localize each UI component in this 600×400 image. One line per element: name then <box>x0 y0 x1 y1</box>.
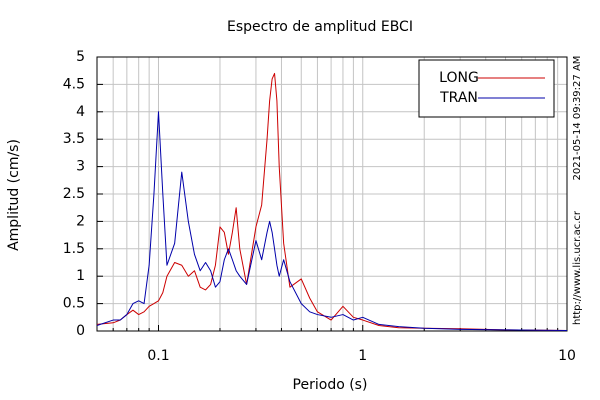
timestamp: 2021-05-14 09:39:27 AM <box>572 56 583 181</box>
y-tick-label: 3.5 <box>63 131 85 147</box>
legend-label: LONG <box>439 70 479 86</box>
y-tick-label: 0 <box>76 323 85 339</box>
y-tick-label: 5 <box>76 49 85 65</box>
series-line <box>96 111 568 331</box>
y-tick-label: 3 <box>76 159 85 175</box>
y-tick-label: 2.5 <box>63 186 85 202</box>
y-tick-label: 4 <box>76 104 85 120</box>
x-tick-label: 1 <box>358 348 367 364</box>
y-tick-label: 4.5 <box>63 76 85 92</box>
y-tick-label: 1 <box>76 268 85 284</box>
y-tick-label: 0.5 <box>63 296 85 312</box>
y-tick-label: 2 <box>76 213 85 229</box>
chart-title: Espectro de amplitud EBCI <box>227 19 413 35</box>
y-axis-label: Amplitud (cm/s) <box>6 139 22 251</box>
series-line <box>96 72 568 331</box>
x-tick-label: 10 <box>558 348 576 364</box>
source: http://www.lis.ucr.ac.cr <box>572 210 583 325</box>
legend-box <box>418 59 555 118</box>
x-tick-label: 0.1 <box>147 348 169 364</box>
y-tick-label: 1.5 <box>63 241 85 257</box>
plot-frame <box>96 56 568 332</box>
legend-label: TRAN <box>439 90 478 106</box>
x-axis-label: Periodo (s) <box>293 377 368 393</box>
